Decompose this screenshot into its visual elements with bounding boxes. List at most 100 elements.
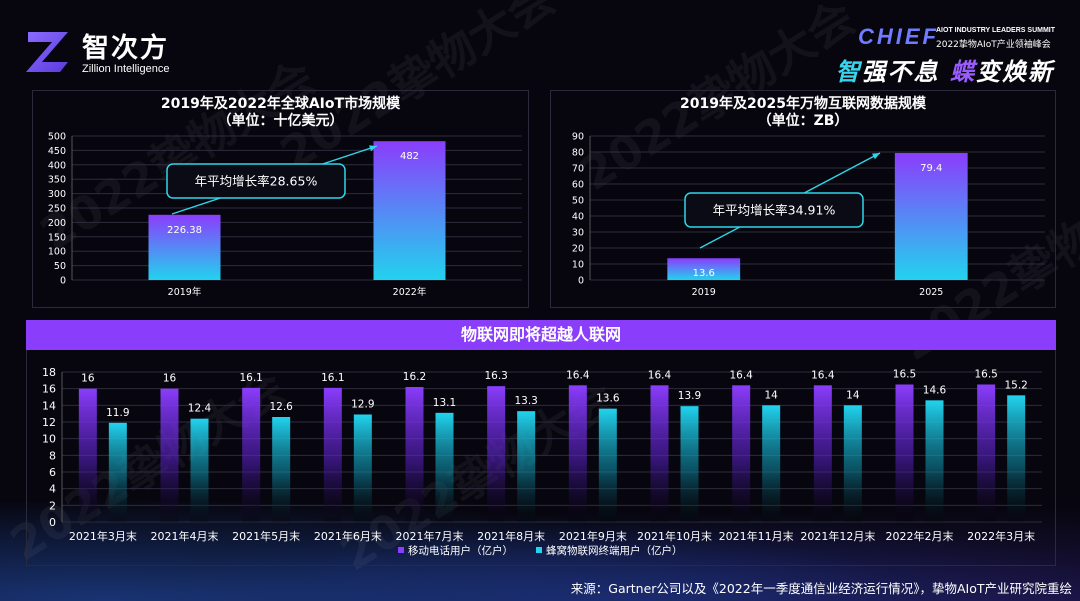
bar-value-label: 16	[163, 373, 177, 385]
mobile-users-bar	[405, 387, 424, 522]
y-tick-label: 70	[572, 164, 584, 175]
x-tick-label: 2021年12月末	[800, 529, 875, 543]
bar-value-label: 12.9	[351, 399, 374, 411]
x-tick-label: 2021年10月末	[637, 529, 712, 543]
y-tick-label: 10	[572, 260, 584, 271]
bar-value-label: 16.4	[648, 369, 672, 381]
bar	[373, 141, 446, 280]
iot-users-bar	[435, 412, 454, 522]
y-tick-label: 400	[48, 160, 66, 171]
bar-value-label: 14	[764, 389, 778, 401]
y-tick-label: 4	[49, 483, 56, 496]
y-tick-label: 0	[578, 276, 584, 287]
bar	[894, 152, 968, 280]
bar-value-label: 16.5	[893, 369, 916, 381]
x-tick-label: 2021年5月末	[232, 529, 300, 543]
x-tick-label: 2021年3月末	[69, 529, 137, 543]
y-tick-label: 60	[572, 180, 584, 191]
y-tick-label: 16	[42, 383, 56, 396]
x-tick-label: 2021年8月末	[477, 529, 545, 543]
mobile-users-bar	[977, 384, 996, 522]
zillion-logo-icon	[26, 32, 68, 72]
chart2-title: 2019年及2025年万物互联网数据规模	[680, 96, 926, 112]
y-tick-label: 100	[48, 247, 66, 258]
chart1-title: 2019年及2022年全球AIoT市场规模	[160, 96, 401, 112]
y-tick-label: 12	[42, 416, 56, 429]
y-tick-label: 14	[42, 399, 56, 412]
bar-value-label: 482	[400, 151, 419, 162]
chart2-subtitle: （单位：ZB）	[757, 113, 849, 129]
y-tick-label: 10	[42, 433, 56, 446]
bar-value-label: 16.4	[566, 369, 590, 381]
mobile-users-bar	[160, 388, 179, 522]
bar	[667, 258, 741, 280]
growth-callout-text: 年平均增长率28.65%	[195, 174, 318, 189]
x-tick-label: 2022年3月末	[967, 529, 1035, 543]
y-tick-label: 20	[572, 244, 584, 255]
aiot-market-chart: 0 50 100 150 200 250 300 350 400 450 500 226.38 2019…	[48, 132, 522, 298]
event-chinese: 2022挚物AIoT产业领袖峰会	[936, 40, 1051, 50]
bar-value-label: 11.9	[106, 407, 129, 419]
bar-value-label: 16.4	[811, 369, 835, 381]
bar-value-label: 13.6	[596, 393, 620, 405]
legend-label: 蜂窝物联网终端用户（亿户）	[546, 544, 683, 557]
aiot-market-panel: 2019年及2022年全球AIoT市场规模 （单位：十亿美元）	[32, 90, 529, 308]
bar-value-label: 14.6	[923, 384, 947, 396]
y-tick-label: 200	[48, 218, 66, 229]
bar-value-label: 12.4	[188, 403, 212, 415]
bar-value-label: 13.3	[514, 395, 537, 407]
y-tick-label: 250	[48, 204, 66, 215]
y-tick-label: 50	[572, 196, 584, 207]
y-tick-label: 18	[42, 366, 56, 379]
mobile-users-bar	[813, 385, 832, 522]
users-panel	[26, 350, 1056, 566]
bar-value-label: 13.1	[433, 397, 456, 409]
event-brand: CHIEF AIOT INDUSTRY LEADERS SUMMIT 2022挚…	[858, 24, 1058, 50]
y-tick-label: 350	[48, 175, 66, 186]
source-note: 来源：Gartner公司以及《2022年一季度通信业经济运行情况》，挚物AIoT…	[570, 581, 1072, 596]
legend-swatch	[536, 547, 542, 553]
bar-value-label: 12.6	[269, 401, 293, 413]
growth-callout	[166, 163, 346, 199]
mobile-users-bar	[487, 386, 506, 522]
mobile-users-bar	[242, 387, 261, 522]
slogan-part3: 蝶	[950, 58, 976, 86]
growth-callout-text: 年平均增长率34.91%	[713, 203, 836, 218]
y-tick-label: 50	[54, 261, 66, 272]
bar-value-label: 16.4	[729, 369, 753, 381]
x-tick-label: 2019年	[168, 286, 202, 298]
y-tick-label: 150	[48, 232, 66, 243]
x-tick-label: 2022年	[393, 286, 427, 298]
y-tick-label: 30	[572, 228, 584, 239]
iot-users-bar	[843, 405, 862, 522]
mobile-users-bar	[78, 388, 97, 522]
growth-callout	[684, 192, 864, 228]
event-english: AIOT INDUSTRY LEADERS SUMMIT	[936, 27, 1056, 34]
x-tick-label: 2021年4月末	[151, 529, 219, 543]
y-tick-label: 500	[48, 132, 66, 143]
event-word: CHIEF	[858, 24, 939, 49]
y-tick-label: 8	[49, 449, 56, 462]
bar-value-label: 16.1	[321, 372, 344, 384]
iot-data-chart: 0 10 20 30 40 50 60 70 80 90 13.6 2019 79.4 2025 年平均增长…	[572, 132, 1045, 298]
zillion-logo: 智次方 Zillion Intelligence	[24, 22, 194, 82]
mobile-users-bar	[732, 385, 751, 522]
x-tick-label: 2025	[919, 287, 943, 298]
y-tick-label: 40	[572, 212, 584, 223]
iot-users-bar	[108, 422, 127, 522]
bar	[148, 214, 221, 280]
bar-value-label: 13.9	[678, 390, 701, 402]
x-tick-label: 2021年9月末	[559, 529, 627, 543]
arrow-head	[872, 153, 880, 160]
arrow-head	[369, 145, 377, 152]
bar-value-label: 15.2	[1004, 379, 1027, 391]
iot-users-bar	[517, 411, 536, 522]
bar-value-label: 16.2	[403, 371, 426, 383]
logo-english: Zillion Intelligence	[82, 63, 170, 75]
bar-value-label: 16.5	[974, 369, 997, 381]
bar-value-label: 16.1	[239, 372, 262, 384]
slogan-part4: 变焕新	[976, 58, 1054, 86]
iot-users-bar	[598, 408, 617, 522]
legend-label: 移动电话用户（亿户）	[408, 544, 513, 557]
bar-value-label: 14	[846, 389, 860, 401]
